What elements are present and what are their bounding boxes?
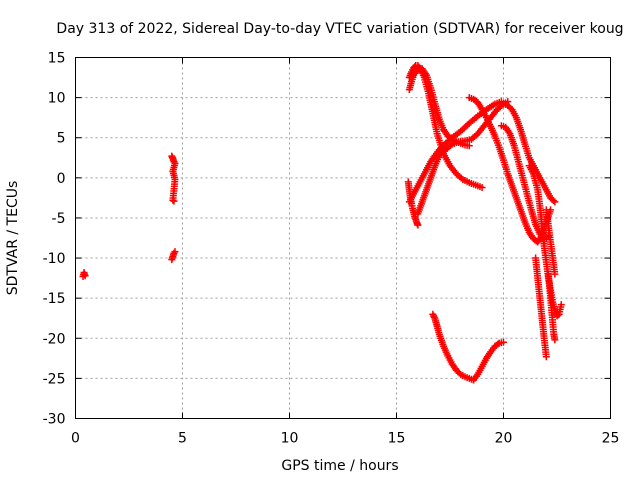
series-arc-h — [497, 122, 552, 243]
y-tick-label: 0 — [57, 171, 66, 187]
y-tick-label: -20 — [43, 331, 66, 347]
series-arc-l — [542, 206, 559, 278]
data-point — [81, 272, 89, 280]
y-tick-label: 5 — [57, 131, 66, 147]
series-early-2 — [168, 152, 179, 205]
y-tick-label: 15 — [48, 51, 66, 67]
data-point — [465, 142, 473, 150]
data-point — [542, 353, 550, 361]
x-tick-label: 10 — [281, 431, 299, 447]
axis-ticks: 0 5 10 15 20 25 -30 -25 -20 -15 -10 -5 0 5 10 15 — [43, 51, 620, 447]
data-point — [478, 183, 486, 191]
y-tick-label: -15 — [43, 291, 66, 307]
series-early-3 — [168, 248, 179, 264]
x-tick-label: 5 — [178, 431, 187, 447]
data-point — [170, 197, 178, 205]
series-arc-c — [405, 62, 486, 191]
data-point — [551, 270, 559, 278]
series-arc-m — [429, 310, 478, 384]
x-tick-label: 25 — [602, 431, 620, 447]
data-point — [170, 249, 178, 257]
plot-frame — [75, 57, 611, 419]
series-arc-j — [532, 254, 550, 361]
data-point — [414, 221, 422, 229]
data-point — [500, 338, 507, 346]
data-point — [171, 248, 179, 256]
x-tick-label: 20 — [495, 431, 513, 447]
series-arc-g — [500, 99, 559, 206]
y-tick-label: 10 — [48, 91, 66, 107]
x-tick-label: 15 — [388, 431, 406, 447]
data-point — [447, 134, 455, 142]
y-tick-label: -10 — [43, 251, 66, 267]
y-tick-label: -5 — [52, 211, 66, 227]
data-point — [551, 198, 559, 206]
x-axis-label: GPS time / hours — [281, 458, 398, 474]
series-arc-n — [470, 338, 507, 384]
data-point — [549, 197, 557, 205]
chart-title: Day 313 of 2022, Sidereal Day-to-day VTE… — [56, 21, 623, 37]
data-points — [79, 62, 565, 384]
y-axis-label: SDTVAR / TECUs — [5, 181, 21, 296]
y-tick-label: -25 — [43, 371, 66, 387]
data-point — [551, 336, 559, 344]
data-point — [557, 301, 565, 309]
series-early-1 — [79, 268, 89, 281]
x-tick-label: 0 — [71, 431, 80, 447]
data-point — [455, 369, 463, 377]
data-point — [494, 340, 502, 348]
series-arc-f — [465, 94, 555, 246]
data-point — [169, 196, 177, 204]
series-arc-k — [544, 270, 559, 344]
series-arc-e — [414, 98, 512, 218]
grid — [75, 57, 611, 419]
y-tick-label: -30 — [43, 412, 66, 428]
